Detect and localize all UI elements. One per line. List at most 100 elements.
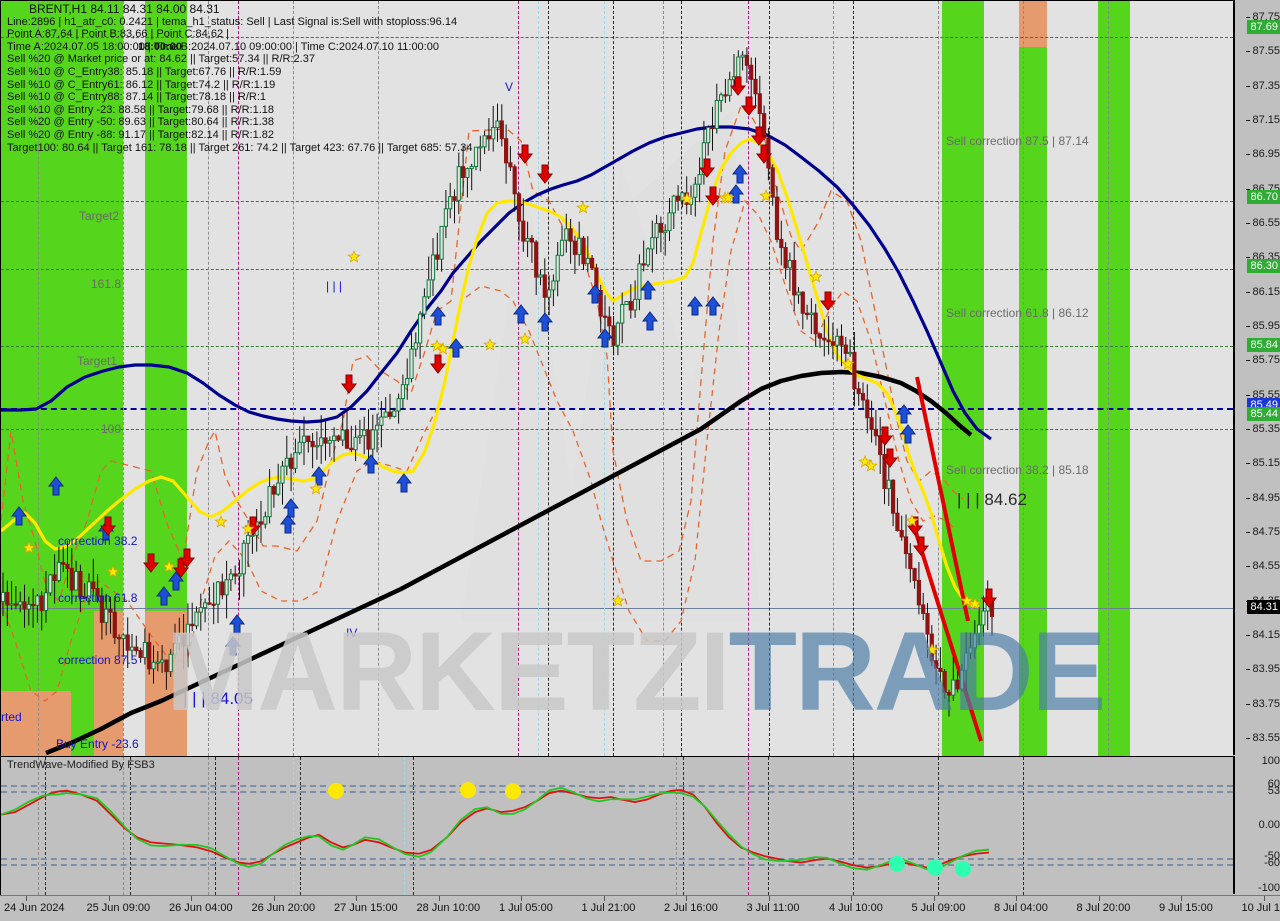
price-tick: 84.55: [1252, 560, 1280, 572]
indicator-tick: 0.00: [1259, 819, 1280, 831]
time-tick-label: 9 Jul 15:00: [1159, 902, 1213, 914]
indicator-pane[interactable]: TrendWave-Modified By FSB3: [0, 756, 1233, 896]
chart-annotation: correction 38.2: [58, 534, 137, 548]
time-tick-mark: [604, 896, 605, 901]
chart-annotation: Target1: [77, 354, 117, 368]
time-tick-mark: [1264, 896, 1265, 901]
time-tick-label: 1 Jul 21:00: [582, 902, 636, 914]
buy-arrow-icon: [281, 515, 295, 533]
time-tick-label: 5 Jul 09:00: [912, 902, 966, 914]
indicator-signal-dot: [889, 856, 905, 872]
overlap-time-label: 18:00:00: [138, 41, 182, 54]
pivot-star-icon: [215, 516, 226, 527]
time-tick-label: 10 Jul 10:00: [1242, 902, 1280, 914]
time-axis[interactable]: 24 Jun 2024 25 Jun 09:00 26 Jun 04:00 26 Ju…: [0, 895, 1280, 921]
sell-arrow-icon: [144, 554, 158, 572]
info-line: Line:2896 | h1_atr_c0: 0.2421 | tema_h1_…: [7, 16, 472, 29]
price-tick: 83.95: [1252, 663, 1280, 675]
buy-arrow-icon: [733, 165, 747, 183]
pivot-star-icon: [519, 333, 530, 344]
time-tick-mark: [274, 896, 275, 901]
chart-annotation: | | |: [326, 279, 342, 293]
price-tag-green: 87.69: [1247, 20, 1280, 34]
buy-arrow-icon: [397, 474, 411, 492]
info-line: Sell %20 @ Entry -50: 89.63 || Target:80…: [7, 116, 472, 129]
chart-annotation: Target2: [79, 209, 119, 223]
indicator-signal-dot: [328, 783, 344, 799]
pivot-star-icon: [107, 566, 118, 577]
info-line-row: Time A:2024.07.05 18:00:00 | Time B:2024…: [7, 41, 472, 54]
time-tick-label: 3 Jul 11:00: [747, 902, 800, 914]
pivot-star-icon: [348, 251, 359, 262]
indicator-tick: -60: [1264, 857, 1280, 869]
buy-arrow-icon: [901, 425, 915, 443]
pivot-star-icon: [577, 202, 588, 213]
time-tick-mark: [1181, 896, 1182, 901]
sell-arrow-icon: [914, 537, 928, 555]
watermark-text-a: MARKETZI: [166, 609, 729, 734]
buy-arrow-icon: [538, 313, 552, 331]
chart-annotation: Buy Entry -23.6: [56, 737, 139, 751]
price-tick: 87.35: [1252, 80, 1280, 92]
symbol-ohlc-line: BRENT,H1 84.11 84.31 84.00 84.31: [7, 3, 472, 16]
time-tick-mark: [191, 896, 192, 901]
price-tick: 85.35: [1252, 423, 1280, 435]
indicator-title: TrendWave-Modified By FSB3: [7, 759, 155, 771]
time-tick-mark: [934, 896, 935, 901]
info-line: Sell %10 @ C_Entry38: 85.18 || Target:67…: [7, 66, 472, 79]
pivot-star-icon: [612, 595, 623, 606]
price-tick: 84.75: [1252, 526, 1280, 538]
time-tick-label: 26 Jun 04:00: [169, 902, 233, 914]
time-tick-label: 8 Jul 04:00: [994, 902, 1048, 914]
info-line: Sell %20 @ Market price or at: 84.62 || …: [7, 53, 472, 66]
price-tick: 85.75: [1252, 354, 1280, 366]
price-chart-pane[interactable]: MARKETZITRADE: [0, 0, 1233, 756]
time-tick-label: 24 Jun 2024: [4, 902, 65, 914]
time-tick-label: 4 Jul 10:00: [829, 902, 883, 914]
pivot-star-icon: [760, 190, 771, 201]
info-line: Time A:2024.07.05 18:00:00 | Time B:2024…: [7, 41, 439, 53]
watermark-text-b: TRADE: [729, 609, 1105, 734]
pivot-star-icon: [484, 339, 495, 350]
chart-annotation: Sell correction 38.2 | 85.18: [946, 463, 1089, 477]
trendwave-plot: [1, 757, 1233, 895]
info-line: Sell %10 @ C_Entry61: 86.12 || Target:74…: [7, 79, 472, 92]
time-tick-label: 25 Jun 09:00: [87, 902, 151, 914]
buy-arrow-icon: [284, 499, 298, 517]
price-tag-green: 86.70: [1247, 190, 1280, 204]
sell-arrow-icon: [518, 145, 532, 163]
price-tick: 86.15: [1252, 286, 1280, 298]
time-tick-mark: [26, 896, 27, 901]
time-tick-label: 1 Jul 05:00: [499, 902, 553, 914]
price-tick: 83.75: [1252, 698, 1280, 710]
price-tag-black: 84.31: [1247, 600, 1280, 614]
indicator-signal-dot: [460, 782, 476, 798]
buy-arrow-icon: [688, 297, 702, 315]
time-tick-label: 27 Jun 15:00: [334, 902, 398, 914]
time-tick-mark: [521, 896, 522, 901]
buy-arrow-icon: [12, 507, 26, 525]
time-tick-label: 26 Jun 20:00: [252, 902, 316, 914]
price-tag-green: 85.84: [1247, 338, 1280, 352]
chart-annotation: correction 61.8: [58, 591, 137, 605]
brand-watermark: MARKETZITRADE: [166, 607, 1104, 736]
chart-annotation: 100: [101, 422, 121, 436]
time-tick-label: 2 Jul 16:00: [664, 902, 718, 914]
price-tick: 84.15: [1252, 629, 1280, 641]
buy-arrow-icon: [157, 587, 171, 605]
buy-arrow-icon: [514, 305, 528, 323]
chart-annotation: Sell correction 87.5 | 87.14: [946, 134, 1089, 148]
buy-arrow-icon: [598, 329, 612, 347]
pivot-star-icon: [163, 561, 174, 572]
time-tick-mark: [1016, 896, 1017, 901]
price-tick: 83.55: [1252, 732, 1280, 744]
sell-arrow-icon: [742, 97, 756, 115]
info-line: Target100: 80.64 || Target 161: 78.18 ||…: [7, 142, 472, 155]
indicator-signal-dot: [955, 861, 971, 877]
chart-annotation: Sell correction 61.8 | 86.12: [946, 306, 1089, 320]
time-tick-mark: [1099, 896, 1100, 901]
info-line: Point A:87,64 | Point B:83,66 | Point C:…: [7, 28, 472, 41]
pivot-star-icon: [23, 542, 34, 553]
